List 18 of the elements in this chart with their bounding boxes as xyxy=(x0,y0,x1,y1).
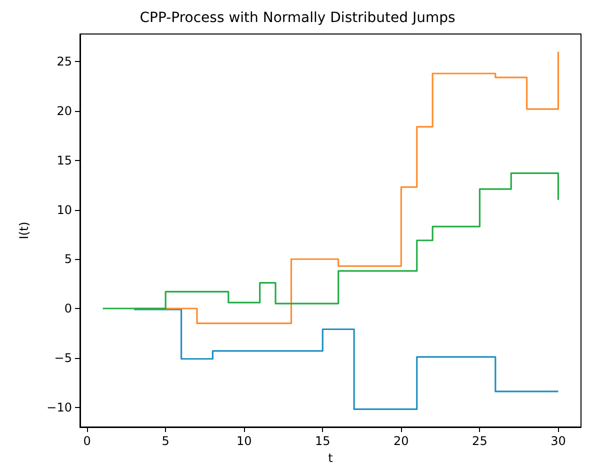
y-tick-label: −10 xyxy=(46,400,72,414)
x-tick-label: 30 xyxy=(550,434,566,448)
x-tick-label: 10 xyxy=(236,434,252,448)
y-tick-label: 20 xyxy=(56,104,72,118)
y-tick-label: 0 xyxy=(64,302,72,316)
y-tick-label: 10 xyxy=(56,202,72,217)
x-tick-label: 0 xyxy=(83,434,91,448)
y-tick-label: 5 xyxy=(64,252,72,266)
chart-title: CPP-Process with Normally Distributed Jumps xyxy=(140,10,456,26)
y-tick-label: 25 xyxy=(56,54,72,69)
x-tick-label: 25 xyxy=(472,434,488,448)
x-tick-label: 20 xyxy=(394,434,409,448)
y-axis-title: I(t) xyxy=(17,222,31,240)
x-tick-label: 15 xyxy=(315,434,330,448)
x-axis-title: t xyxy=(328,450,334,465)
y-tick-label: 15 xyxy=(56,153,72,168)
y-tick-label: −5 xyxy=(54,350,72,365)
x-tick-label: 5 xyxy=(162,434,170,448)
